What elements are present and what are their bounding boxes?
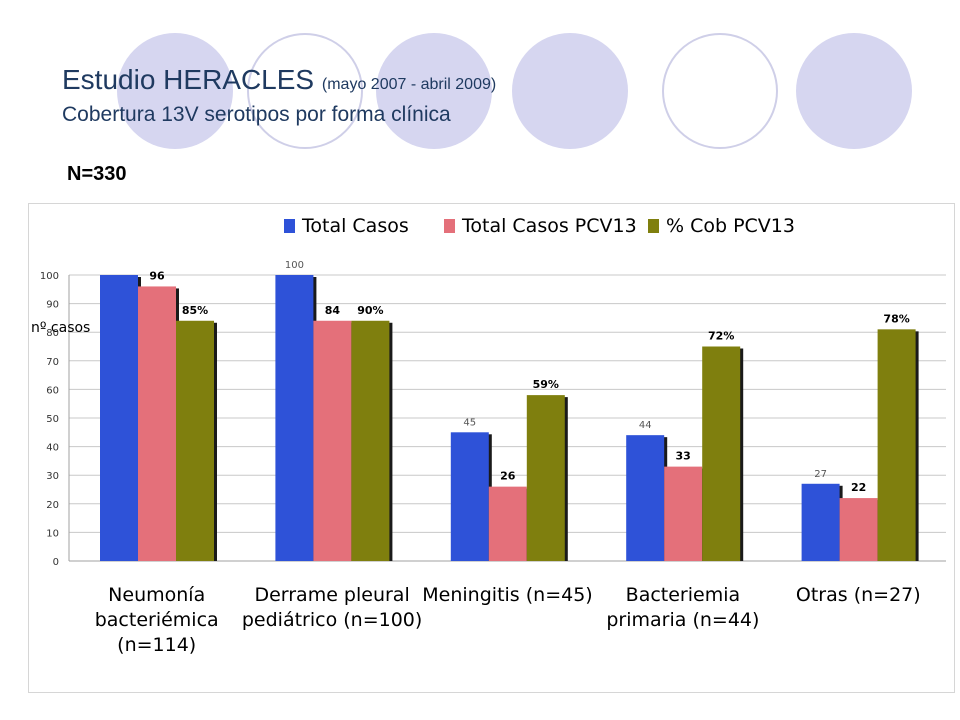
y-tick-label: 60 xyxy=(46,385,59,396)
decor-circle xyxy=(796,33,912,149)
data-label: 85% xyxy=(182,304,208,317)
bar-1 xyxy=(664,466,703,561)
bar-0 xyxy=(100,275,138,561)
bar-1 xyxy=(313,320,352,561)
y-tick-label: 50 xyxy=(46,414,59,425)
data-label: 33 xyxy=(676,450,691,463)
x-category-label: Otras (n=27) xyxy=(796,584,921,606)
x-category-label-line: bacteriémica xyxy=(95,609,219,631)
x-category-label: Bacteriemia primaria (n=44) xyxy=(606,584,759,631)
data-label: 84 xyxy=(325,304,341,317)
data-label: 100 xyxy=(285,260,304,271)
bar-0 xyxy=(450,432,489,561)
bar-1 xyxy=(138,286,176,561)
legend-label: Total Casos PCV13 xyxy=(461,215,637,237)
y-tick-label: 10 xyxy=(46,528,59,539)
x-category-label: Neumonía bacteriémica (n=114) xyxy=(95,584,219,656)
legend-swatch xyxy=(284,219,295,233)
bar-0 xyxy=(801,483,840,561)
decor-ring xyxy=(247,33,363,149)
data-label: 90% xyxy=(357,304,383,317)
bar-2 xyxy=(176,320,214,561)
legend-label: Total Casos xyxy=(301,215,409,237)
data-label: 44 xyxy=(639,420,652,431)
chart-frame: 0 10 20 30 40 50 60 70 80 90 100 nº casos 96 85% Neumo… xyxy=(28,203,955,693)
x-category-label: Meningitis (n=45) xyxy=(422,584,592,606)
y-tick-label: 30 xyxy=(46,471,59,482)
sample-size-label: N=330 xyxy=(67,163,127,185)
title-note: (mayo 2007 - abril 2009) xyxy=(321,76,497,93)
y-tick-label: 40 xyxy=(46,443,59,454)
data-label: 96 xyxy=(149,269,165,282)
x-category-label-line: Derrame pleural xyxy=(254,584,409,606)
data-label: 27 xyxy=(814,469,827,480)
bar-2 xyxy=(526,395,565,561)
y-tick-label: 100 xyxy=(40,271,59,282)
y-tick-label: 90 xyxy=(46,300,59,311)
bar-2 xyxy=(877,329,916,561)
decor-circle xyxy=(117,33,233,149)
x-category-label-line: Meningitis (n=45) xyxy=(422,584,592,606)
decor-circle xyxy=(376,33,492,149)
data-label: 78% xyxy=(883,312,909,325)
x-category-label-line: pediátrico (n=100) xyxy=(242,609,422,631)
x-category-label-line: Neumonía xyxy=(108,584,205,606)
x-category-label-line: Otras (n=27) xyxy=(796,584,921,606)
bar-1 xyxy=(488,486,527,561)
page-subtitle: Cobertura 13V serotipos por forma clínic… xyxy=(62,103,451,126)
title-block: Estudio HERACLES (mayo 2007 - abril 2009… xyxy=(62,64,496,129)
legend-swatch xyxy=(648,219,659,233)
data-label: 22 xyxy=(851,481,866,494)
decor-ring xyxy=(662,33,778,149)
legend-label: % Cob PCV13 xyxy=(666,215,795,237)
bar-2 xyxy=(702,346,741,561)
page-title: Estudio HERACLES (mayo 2007 - abril 2009… xyxy=(62,64,496,101)
bar-0 xyxy=(626,435,665,561)
y-tick-label: 80 xyxy=(46,328,59,339)
x-category-label-line: (n=114) xyxy=(117,634,196,656)
legend-swatch xyxy=(444,219,455,233)
decor-circle xyxy=(512,33,628,149)
x-category-label-line: Bacteriemia xyxy=(626,584,740,606)
data-label: 59% xyxy=(533,378,559,391)
y-tick-label: 70 xyxy=(46,357,59,368)
x-category-label-line: primaria (n=44) xyxy=(606,609,759,631)
bar-0 xyxy=(275,275,314,561)
data-label: 45 xyxy=(463,417,476,428)
data-label: 72% xyxy=(708,330,734,343)
y-tick-label: 0 xyxy=(53,557,59,568)
data-label: 26 xyxy=(500,470,516,483)
bar-chart: 0 10 20 30 40 50 60 70 80 90 100 nº casos 96 85% Neumo… xyxy=(31,215,946,656)
title-text: Estudio HERACLES xyxy=(62,64,315,95)
x-category-label: Derrame pleural pediátrico (n=100) xyxy=(242,584,422,631)
y-tick-label: 20 xyxy=(46,500,59,511)
bar-1 xyxy=(839,498,878,561)
y-axis-title: nº casos xyxy=(31,320,90,336)
bar-2 xyxy=(351,320,390,561)
